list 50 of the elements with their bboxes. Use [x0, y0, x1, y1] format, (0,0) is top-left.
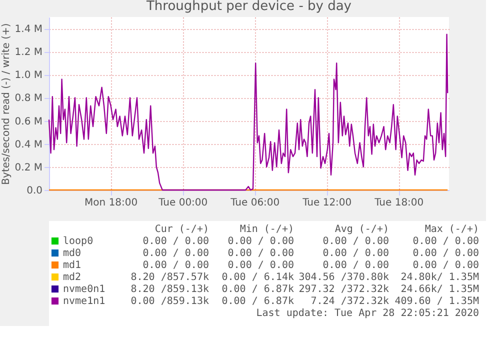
x-tick-label: Tue 12:00: [302, 198, 352, 208]
text: 0.00 / 0.00: [412, 236, 479, 247]
y-axis-title: Bytes/second read (-) / write (+): [0, 23, 12, 185]
text: 0.00 / 6.87k: [222, 284, 294, 295]
text: Min (-/+): [240, 224, 294, 235]
chart-title: Throughput per device - by day: [145, 0, 352, 14]
legend-label: nvme1n1: [63, 296, 106, 307]
text: 0.00 / 0.00: [228, 236, 294, 247]
x-tick-label: Tue 18:00: [374, 198, 424, 208]
text: 24.66k/ 1.35M: [400, 284, 479, 295]
legend-label: loop0: [63, 236, 94, 247]
text: 0.00 / 6.14k: [222, 272, 294, 283]
y-tick-label: 0.2 M: [14, 162, 42, 174]
text: 8.20 /857.57k: [130, 272, 209, 283]
y-tick-label: 1.0 M: [14, 70, 42, 82]
legend-label: md2: [63, 272, 82, 283]
text: 7.24 /372.32k: [310, 296, 389, 307]
text: Avg (-/+): [334, 224, 389, 235]
text: Last update: Tue Apr 28 22:05:21 2020: [256, 308, 479, 319]
text: Cur (-/+): [154, 224, 209, 235]
y-tick-label: 0.0: [26, 186, 42, 196]
text: 0.00 / 0.00: [412, 248, 479, 259]
text: 0.00 /859.13k: [130, 296, 209, 307]
y-tick-label: 1.2 M: [14, 47, 42, 58]
x-tick-label: Tue 06:00: [230, 198, 280, 208]
y-tick-label: 1.4 M: [14, 24, 42, 36]
text: 0.00 / 0.00: [228, 260, 294, 271]
text: 24.80k/ 1.35M: [400, 272, 479, 283]
text: 0.00 / 0.00: [412, 260, 479, 271]
legend-label: md0: [63, 248, 82, 259]
legend-label: md1: [63, 260, 82, 271]
text: 0.00 / 0.00: [322, 248, 389, 259]
text: 0.00 / 6.87k: [222, 296, 294, 307]
text: 0.00 / 0.00: [322, 260, 389, 271]
text: 0.00 / 0.00: [142, 236, 209, 247]
text: 304.56 /370.80k: [298, 272, 389, 283]
text: 8.20 /859.13k: [130, 284, 209, 295]
legend-label: nvme0n1: [63, 284, 106, 295]
y-tick-label: 0.8 M: [14, 93, 42, 104]
text: 0.00 / 0.00: [142, 248, 209, 259]
x-tick-label: Mon 18:00: [84, 198, 138, 208]
y-tick-label: 0.4 M: [14, 139, 42, 150]
text: 0.00 / 0.00: [142, 260, 209, 271]
y-tick-label: 0.6 M: [14, 116, 42, 128]
x-tick-label: Tue 00:00: [158, 198, 208, 208]
text: 297.32 /372.32k: [298, 284, 389, 295]
text: 0.00 / 0.00: [322, 236, 389, 247]
text: 0.00 / 0.00: [228, 248, 294, 259]
text: Max (-/+): [424, 224, 479, 235]
text: 409.60 / 1.35M: [394, 296, 479, 307]
